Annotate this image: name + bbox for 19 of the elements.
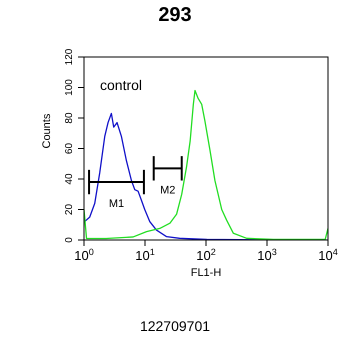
annotation: control <box>100 77 142 93</box>
x-tick-label: 10$^{4}$ <box>318 247 338 263</box>
y-tick-label: 80 <box>64 112 75 124</box>
y-tick-label: 40 <box>64 173 75 185</box>
chart-title: 293 <box>157 4 193 27</box>
x-tick-label: 10$^{2}$ <box>196 247 216 263</box>
x-tick-label: 10$^{3}$ <box>257 247 277 263</box>
legend-label: M1 <box>108 198 124 210</box>
y-tick-label: 100 <box>64 78 75 96</box>
text: 122709701 <box>138 318 212 334</box>
y-tick-label: 20 <box>64 204 75 216</box>
series-label: M2 <box>160 184 176 196</box>
y-axis-title: Counts <box>40 113 53 148</box>
y-tick-label: 120 <box>64 48 75 66</box>
y-tick-label: 0 <box>64 236 75 243</box>
x-axis-title: FL1-H <box>190 267 222 279</box>
x-tick-label: 10$^{1}$ <box>135 247 155 263</box>
x-tick-label: 10$^{0}$ <box>74 247 94 263</box>
y-tick-label: 60 <box>64 142 75 154</box>
